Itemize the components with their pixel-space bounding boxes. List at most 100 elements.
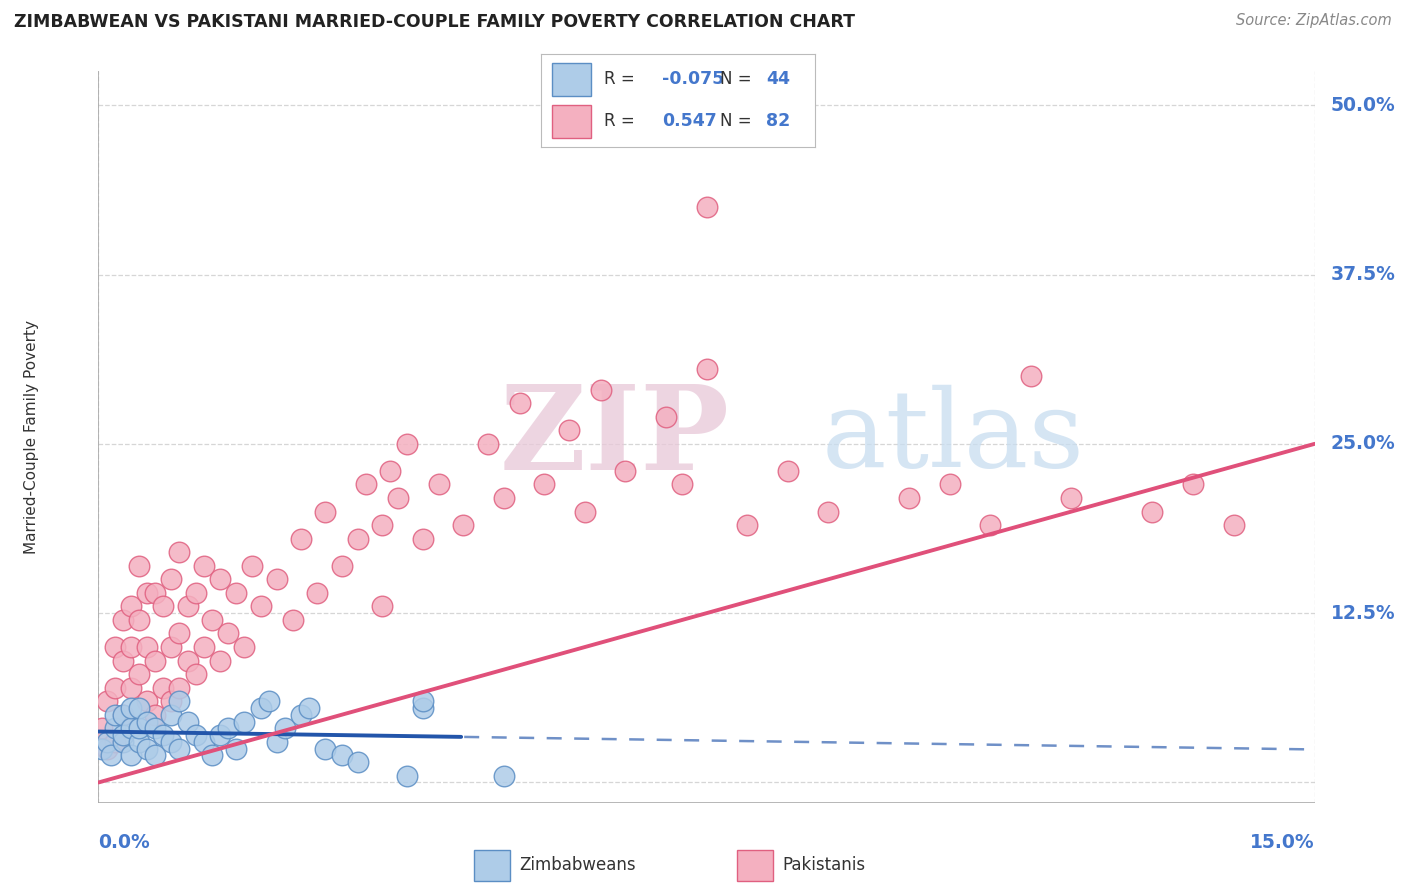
Point (209, 728, 232, 742)
FancyBboxPatch shape (737, 849, 773, 881)
Text: N =: N = (720, 112, 751, 130)
Point (395, 769, 418, 783)
Point (104, 681, 127, 695)
Point (111, 654, 134, 668)
Point (152, 599, 174, 614)
Point (257, 694, 280, 708)
Point (160, 640, 183, 654)
Point (193, 735, 215, 749)
Point (143, 654, 166, 668)
Point (120, 748, 142, 763)
Point (201, 613, 224, 627)
Point (111, 613, 134, 627)
Point (176, 714, 198, 729)
Point (193, 558, 215, 573)
Point (96, 741, 118, 756)
Point (614, 464, 637, 478)
Point (1222, 518, 1244, 533)
FancyBboxPatch shape (474, 849, 509, 881)
Point (330, 748, 353, 763)
Text: 12.5%: 12.5% (1331, 604, 1395, 623)
Point (557, 423, 579, 437)
Point (104, 735, 127, 749)
Point (898, 491, 921, 505)
Point (136, 741, 159, 756)
Point (671, 477, 693, 491)
Point (217, 626, 239, 640)
Point (354, 477, 377, 491)
Point (169, 626, 191, 640)
Point (128, 701, 150, 715)
Point (290, 707, 312, 722)
Point (143, 586, 166, 600)
Text: 0.0%: 0.0% (98, 832, 150, 852)
Point (176, 599, 198, 614)
Point (152, 728, 174, 742)
Point (1182, 477, 1205, 491)
Point (314, 741, 336, 756)
Point (574, 505, 596, 519)
Point (169, 741, 191, 756)
Point (96, 694, 118, 708)
Point (412, 532, 434, 546)
Point (696, 362, 718, 376)
Point (91, 741, 114, 756)
Point (380, 464, 402, 478)
Point (209, 572, 232, 586)
Point (111, 707, 134, 722)
Point (492, 491, 515, 505)
Point (347, 755, 370, 769)
Point (979, 518, 1001, 533)
Point (817, 505, 839, 519)
Point (249, 599, 271, 614)
Point (314, 505, 336, 519)
Point (371, 518, 394, 533)
Point (266, 572, 288, 586)
Point (533, 477, 555, 491)
Point (298, 701, 321, 715)
Point (160, 572, 183, 586)
Text: Married-Couple Family Poverty: Married-Couple Family Poverty (24, 320, 39, 554)
Point (655, 409, 678, 424)
Point (184, 728, 207, 742)
Point (193, 640, 215, 654)
Text: N =: N = (720, 70, 751, 88)
Point (143, 748, 166, 763)
Point (242, 558, 264, 573)
Text: ZIMBABWEAN VS PAKISTANI MARRIED-COUPLE FAMILY POVERTY CORRELATION CHART: ZIMBABWEAN VS PAKISTANI MARRIED-COUPLE F… (14, 13, 855, 31)
Text: 44: 44 (766, 70, 790, 88)
Point (387, 491, 409, 505)
Text: 37.5%: 37.5% (1331, 265, 1396, 284)
Point (111, 728, 134, 742)
Text: 0.547: 0.547 (662, 112, 717, 130)
Point (128, 735, 150, 749)
Text: Source: ZipAtlas.com: Source: ZipAtlas.com (1236, 13, 1392, 29)
Point (1019, 369, 1042, 384)
Point (120, 701, 142, 715)
Text: ZIP: ZIP (499, 380, 730, 494)
Point (217, 721, 239, 735)
Point (492, 769, 515, 783)
Point (266, 735, 288, 749)
Point (143, 707, 166, 722)
Point (128, 613, 150, 627)
Point (120, 640, 142, 654)
Point (143, 721, 166, 735)
Point (249, 701, 271, 715)
Point (120, 599, 142, 614)
Text: R =: R = (605, 112, 636, 130)
Point (91, 721, 114, 735)
Point (104, 721, 127, 735)
Point (96, 735, 118, 749)
Point (120, 681, 142, 695)
Point (176, 654, 198, 668)
Point (477, 437, 499, 451)
Point (136, 586, 159, 600)
Point (427, 477, 450, 491)
Point (453, 518, 475, 533)
Point (160, 694, 183, 708)
Point (696, 200, 718, 214)
Point (274, 721, 297, 735)
Point (509, 396, 531, 410)
Point (591, 383, 613, 397)
